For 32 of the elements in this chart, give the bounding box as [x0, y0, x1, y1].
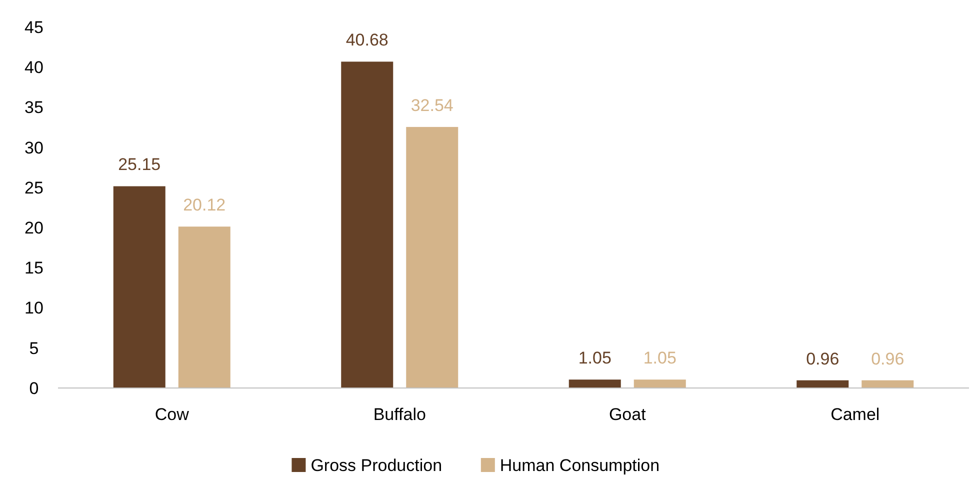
x-tick-label: Camel — [830, 405, 880, 424]
data-label: 40.68 — [346, 30, 388, 50]
y-tick-label: 0 — [29, 378, 39, 398]
y-tick-label: 30 — [24, 138, 44, 158]
data-label: 0.96 — [806, 349, 840, 368]
legend-label: Gross Production — [310, 456, 442, 475]
y-tick-label: 40 — [24, 58, 44, 78]
data-label: 1.05 — [643, 348, 676, 368]
bar — [568, 380, 621, 388]
bar — [796, 380, 849, 388]
data-label: 20.12 — [183, 196, 226, 215]
y-tick-label: 20 — [24, 218, 44, 238]
y-tick-label: 35 — [24, 98, 44, 118]
x-tick-label: Buffalo — [373, 405, 426, 424]
bar — [113, 186, 166, 388]
y-tick-label: 10 — [24, 298, 44, 318]
data-label: 1.05 — [578, 348, 612, 368]
x-tick-label: Cow — [154, 405, 190, 424]
x-tick-label: Goat — [608, 405, 646, 424]
bar — [178, 226, 230, 388]
y-tick-label: 15 — [24, 258, 44, 278]
data-label: 32.54 — [410, 96, 454, 115]
bar — [406, 126, 458, 388]
y-tick-label: 45 — [24, 18, 44, 37]
y-tick-label: 25 — [24, 178, 44, 198]
legend-label: Human Consumption — [500, 456, 660, 475]
bar — [341, 62, 394, 388]
data-label: 0.96 — [871, 349, 904, 368]
data-label: 25.15 — [118, 155, 161, 174]
bar — [862, 380, 914, 388]
y-tick-label: 5 — [29, 338, 39, 358]
bar — [634, 380, 686, 388]
